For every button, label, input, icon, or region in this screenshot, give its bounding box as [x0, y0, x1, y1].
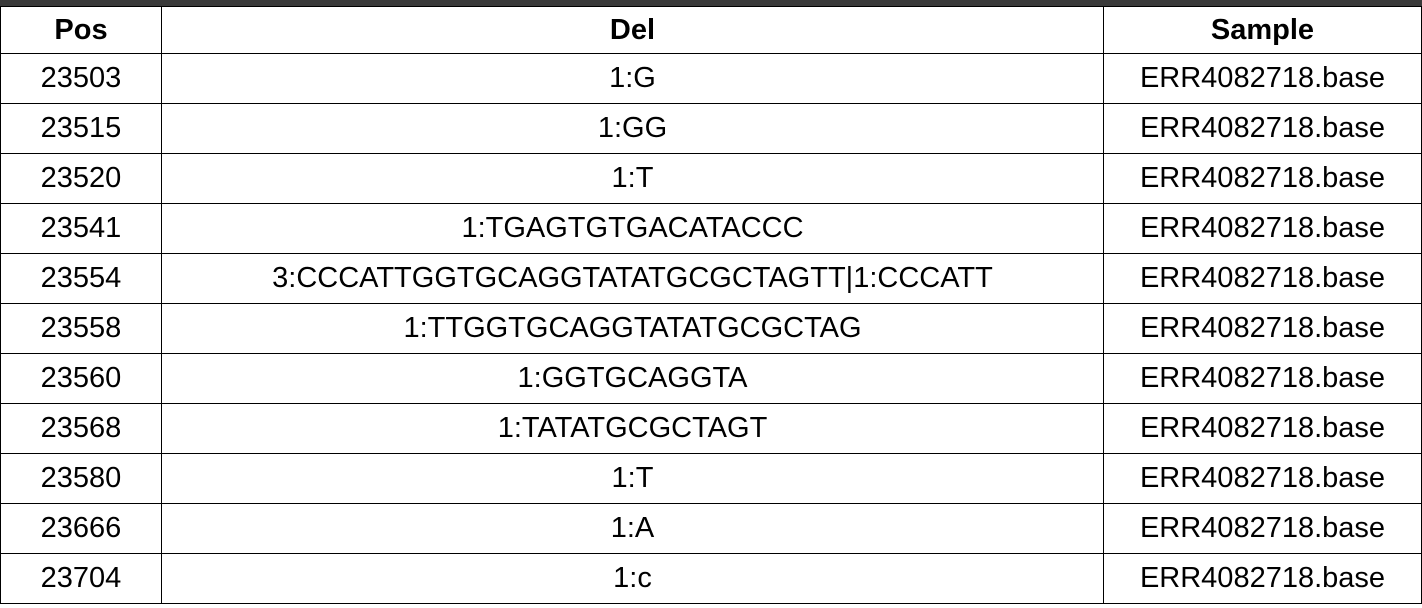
- deletion-table: Pos Del Sample 23503 1:G ERR4082718.base…: [0, 6, 1422, 604]
- table-row: 23704 1:c ERR4082718.base: [0, 553, 1422, 604]
- cell-sample: ERR4082718.base: [1103, 353, 1422, 404]
- cell-pos: 23560: [0, 353, 162, 404]
- cell-pos: 23580: [0, 453, 162, 504]
- cell-del: 1:T: [161, 453, 1104, 504]
- table-row: 23541 1:TGAGTGTGACATACCC ERR4082718.base: [0, 203, 1422, 254]
- table-row: 23666 1:A ERR4082718.base: [0, 503, 1422, 554]
- table-row: 23554 3:CCCATTGGTGCAGGTATATGCGCTAGTT|1:C…: [0, 253, 1422, 304]
- cell-sample: ERR4082718.base: [1103, 303, 1422, 354]
- table-row: 23515 1:GG ERR4082718.base: [0, 103, 1422, 154]
- cell-sample: ERR4082718.base: [1103, 453, 1422, 504]
- cell-sample: ERR4082718.base: [1103, 403, 1422, 454]
- cell-sample: ERR4082718.base: [1103, 53, 1422, 104]
- cell-del: 1:G: [161, 53, 1104, 104]
- table-row: 23560 1:GGTGCAGGTA ERR4082718.base: [0, 353, 1422, 404]
- cell-sample: ERR4082718.base: [1103, 253, 1422, 304]
- table-row: 23503 1:G ERR4082718.base: [0, 53, 1422, 104]
- table-row: 23558 1:TTGGTGCAGGTATATGCGCTAG ERR408271…: [0, 303, 1422, 354]
- cell-pos: 23554: [0, 253, 162, 304]
- cell-del: 1:GGTGCAGGTA: [161, 353, 1104, 404]
- cell-sample: ERR4082718.base: [1103, 503, 1422, 554]
- header-pos: Pos: [0, 6, 162, 54]
- cell-pos: 23666: [0, 503, 162, 554]
- header-sample: Sample: [1103, 6, 1422, 54]
- cell-pos: 23520: [0, 153, 162, 204]
- cell-pos: 23704: [0, 553, 162, 604]
- cell-del: 1:TGAGTGTGACATACCC: [161, 203, 1104, 254]
- top-border-rule: [0, 0, 1422, 6]
- cell-del: 1:A: [161, 503, 1104, 554]
- cell-del: 1:c: [161, 553, 1104, 604]
- cell-pos: 23558: [0, 303, 162, 354]
- cell-pos: 23568: [0, 403, 162, 454]
- cell-sample: ERR4082718.base: [1103, 203, 1422, 254]
- table-row: 23568 1:TATATGCGCTAGT ERR4082718.base: [0, 403, 1422, 454]
- cell-sample: ERR4082718.base: [1103, 553, 1422, 604]
- cell-pos: 23515: [0, 103, 162, 154]
- header-del: Del: [161, 6, 1104, 54]
- cell-del: 3:CCCATTGGTGCAGGTATATGCGCTAGTT|1:CCCATT: [161, 253, 1104, 304]
- cell-pos: 23503: [0, 53, 162, 104]
- cell-sample: ERR4082718.base: [1103, 103, 1422, 154]
- cell-del: 1:TATATGCGCTAGT: [161, 403, 1104, 454]
- cell-sample: ERR4082718.base: [1103, 153, 1422, 204]
- cell-del: 1:TTGGTGCAGGTATATGCGCTAG: [161, 303, 1104, 354]
- cell-pos: 23541: [0, 203, 162, 254]
- table-row: 23580 1:T ERR4082718.base: [0, 453, 1422, 504]
- header-row: Pos Del Sample: [0, 6, 1422, 54]
- cell-del: 1:GG: [161, 103, 1104, 154]
- table-row: 23520 1:T ERR4082718.base: [0, 153, 1422, 204]
- cell-del: 1:T: [161, 153, 1104, 204]
